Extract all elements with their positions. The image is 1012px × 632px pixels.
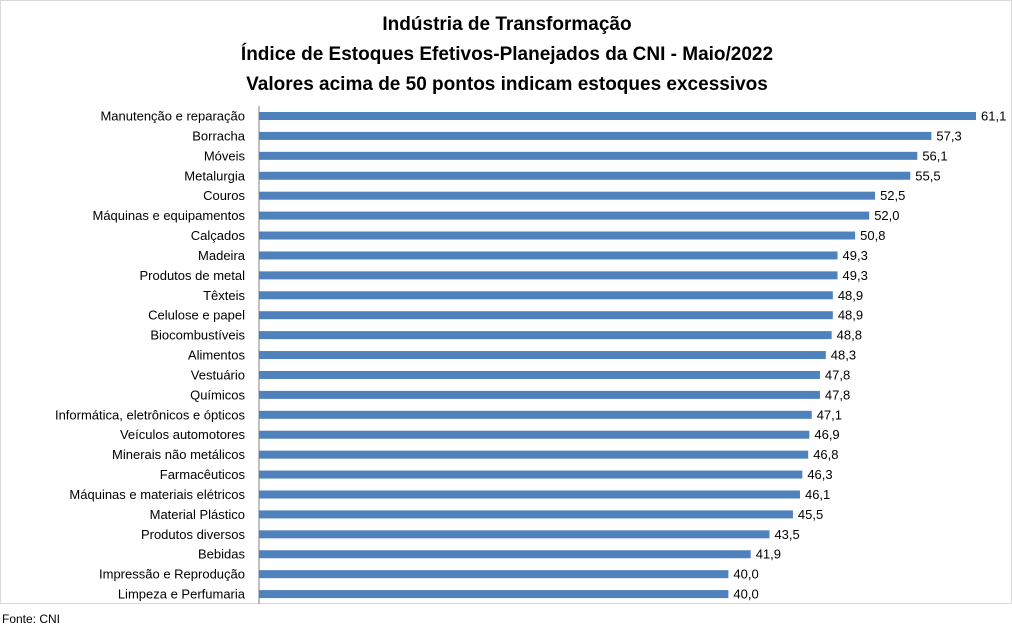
chart-title-line-3: Valores acima de 50 pontos indicam estoq…	[246, 74, 768, 95]
category-label: Móveis	[204, 148, 246, 163]
data-label: 46,3	[807, 467, 832, 482]
data-label: 48,3	[831, 348, 856, 363]
category-label: Máquinas e materiais elétricos	[69, 487, 245, 502]
category-label: Têxteis	[203, 288, 245, 303]
category-label: Manutenção e reparação	[100, 109, 245, 124]
category-label: Produtos diversos	[141, 527, 246, 542]
bar	[259, 131, 932, 140]
category-label: Farmacêuticos	[160, 467, 246, 482]
category-label: Metalurgia	[184, 168, 245, 183]
category-label: Produtos de metal	[139, 268, 245, 283]
category-label: Impressão e Reprodução	[99, 567, 245, 582]
category-labels: Manutenção e reparação Borracha Móveis Meta…	[55, 109, 246, 602]
data-label: 46,8	[813, 447, 838, 462]
bar-chart: Indústria de Transformação Índice de Esto…	[55, 14, 1006, 605]
category-label: Vestuário	[191, 367, 245, 382]
data-label: 45,5	[798, 507, 823, 522]
chart-title-line-2: Índice de Estoques Efetivos-Planejados d…	[241, 43, 773, 65]
data-labels: 61,1 57,3 56,1 55,5 52,5 52,0 50,8 49,3 49,3 48,9…	[733, 109, 1006, 602]
data-label: 43,5	[774, 527, 799, 542]
category-label: Informática, eletrônicos e ópticos	[55, 407, 246, 422]
data-label: 55,5	[915, 168, 940, 183]
bar	[259, 530, 770, 539]
category-label: Madeira	[198, 248, 246, 263]
bars	[259, 112, 976, 599]
bar	[259, 510, 793, 519]
category-label: Borracha	[192, 128, 246, 143]
bar	[259, 211, 870, 220]
chart-title-line-1: Indústria de Transformação	[382, 14, 631, 35]
data-label: 46,9	[814, 427, 839, 442]
data-label: 48,9	[838, 308, 863, 323]
category-label: Couros	[203, 188, 245, 203]
data-label: 49,3	[843, 248, 868, 263]
bar	[259, 291, 833, 300]
bar	[259, 470, 803, 479]
category-label: Minerais não metálicos	[112, 447, 245, 462]
data-label: 57,3	[936, 128, 961, 143]
category-label: Biocombustíveis	[150, 328, 245, 343]
bar	[259, 550, 751, 559]
bar	[259, 151, 918, 160]
data-label: 56,1	[922, 148, 947, 163]
category-label: Limpeza e Perfumaria	[118, 587, 246, 602]
bar	[259, 351, 826, 360]
category-label: Material Plástico	[150, 507, 245, 522]
data-label: 49,3	[843, 268, 868, 283]
data-label: 52,5	[880, 188, 905, 203]
data-label: 52,0	[874, 208, 899, 223]
bar	[259, 271, 838, 280]
chart-title: Indústria de Transformação Índice de Esto…	[241, 14, 773, 95]
data-label: 40,0	[733, 587, 758, 602]
bar	[259, 390, 820, 399]
data-label: 47,8	[825, 387, 850, 402]
data-label: 47,1	[817, 407, 842, 422]
data-label: 61,1	[981, 109, 1006, 124]
category-label: Celulose e papel	[148, 308, 245, 323]
data-label: 50,8	[860, 228, 885, 243]
data-label: 40,0	[733, 567, 758, 582]
source-note: Fonte: CNI	[2, 612, 61, 626]
data-label: 47,8	[825, 367, 850, 382]
bar	[259, 410, 812, 419]
bar	[259, 112, 976, 120]
bar	[259, 430, 810, 439]
bar	[259, 450, 809, 459]
bar	[259, 490, 800, 499]
data-label: 46,1	[805, 487, 830, 502]
bar	[259, 570, 729, 579]
bar	[259, 331, 832, 340]
data-label: 41,9	[756, 547, 781, 562]
bar	[259, 191, 876, 200]
bar	[259, 370, 820, 379]
chart-frame: Indústria de Transformação Índice de Esto…	[0, 0, 1012, 605]
bar	[259, 251, 838, 260]
bar	[259, 171, 911, 180]
bar	[259, 311, 833, 320]
data-label: 48,8	[837, 328, 862, 343]
bar	[259, 590, 729, 599]
category-label: Alimentos	[188, 348, 246, 363]
category-label: Calçados	[191, 228, 246, 243]
category-label: Veículos automotores	[120, 427, 246, 442]
category-label: Máquinas e equipamentos	[93, 208, 246, 223]
data-label: 48,9	[838, 288, 863, 303]
category-label: Bebidas	[198, 547, 245, 562]
bar	[259, 231, 856, 240]
category-label: Químicos	[190, 387, 245, 402]
